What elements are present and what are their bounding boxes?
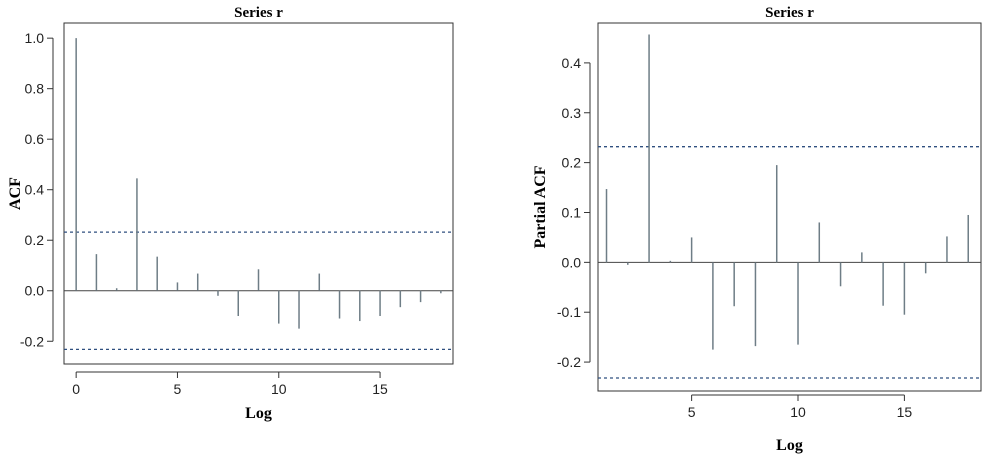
chart-title: Series r — [765, 5, 814, 21]
y-tick-label: -0.2 — [20, 333, 44, 349]
acf-chart-svg: Series r -0.2 0.0 0.2 0.4 0.6 0.8 1.0 0 5 10 15 Log A… — [7, 5, 454, 422]
y-tick-label: -0.2 — [557, 354, 581, 370]
y-tick-label: 0.1 — [562, 204, 582, 220]
x-tick-label: 5 — [174, 381, 182, 397]
x-tick-label: 15 — [372, 381, 388, 397]
y-tick-label: 1.0 — [25, 30, 45, 46]
plot-frame — [63, 22, 454, 365]
y-tick-label: 0.0 — [25, 283, 45, 299]
x-tick-label: 0 — [72, 381, 80, 397]
y-tick-label: 0.4 — [562, 55, 582, 71]
y-axis-label: ACF — [7, 177, 24, 210]
x-axis-label: Log — [776, 437, 803, 454]
y-tick-label: 0.4 — [25, 182, 45, 198]
y-tick-label: 0.0 — [562, 254, 582, 270]
y-tick-label: -0.1 — [557, 304, 581, 320]
pacf-chart-svg: Series r -0.2 -0.1 0.0 0.1 0.2 0.3 0.4 5 10 15 Log P… — [532, 5, 982, 454]
y-tick-label: 0.3 — [562, 105, 582, 121]
x-tick-label: 10 — [271, 381, 287, 397]
x-tick-label: 15 — [897, 404, 913, 420]
y-tick-label: 0.2 — [25, 232, 45, 248]
y-tick-label: 0.6 — [25, 131, 45, 147]
y-tick-label: 0.2 — [562, 155, 582, 171]
x-tick-label: 5 — [688, 404, 696, 420]
chart-title: Series r — [234, 5, 283, 21]
y-axis-label: Partial ACF — [532, 165, 549, 248]
acf-chart: Series r -0.2 0.0 0.2 0.4 0.6 0.8 1.0 0 5 10 15 Log A… — [0, 0, 500, 457]
pacf-chart: Series r -0.2 -0.1 0.0 0.1 0.2 0.3 0.4 5 10 15 Log P… — [520, 0, 1000, 457]
y-tick-label: 0.8 — [25, 81, 45, 97]
x-axis-label: Log — [245, 405, 272, 422]
plot-frame — [597, 22, 982, 392]
x-tick-label: 10 — [790, 404, 806, 420]
